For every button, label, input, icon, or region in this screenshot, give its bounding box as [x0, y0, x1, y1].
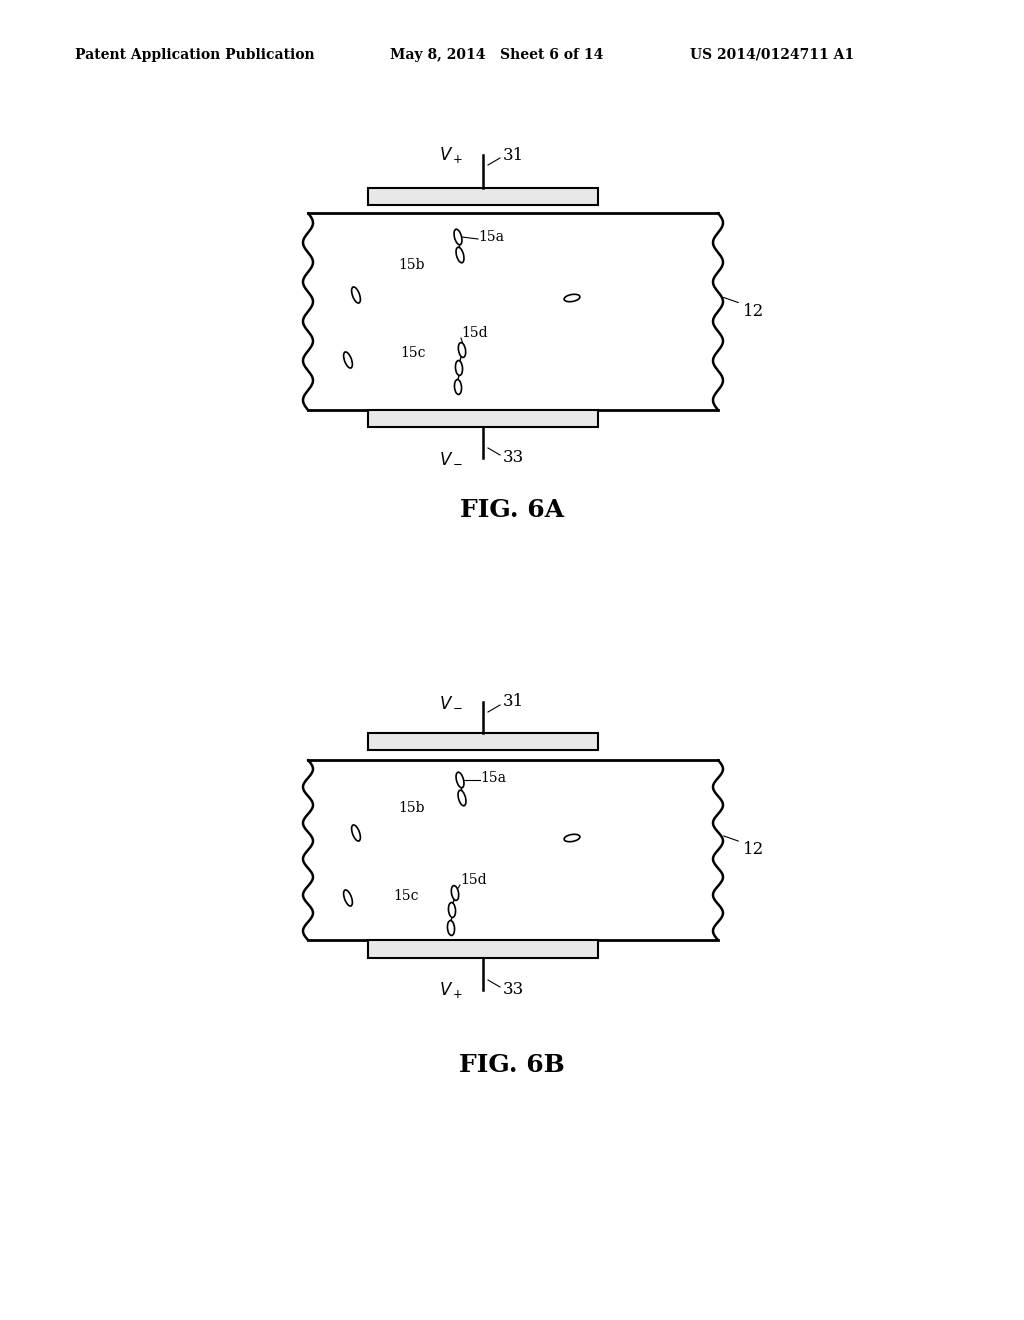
Text: 15d: 15d	[461, 326, 487, 341]
Ellipse shape	[344, 352, 352, 368]
Text: May 8, 2014   Sheet 6 of 14: May 8, 2014 Sheet 6 of 14	[390, 48, 603, 62]
Text: $V_+$: $V_+$	[439, 145, 463, 165]
Bar	[368, 940, 598, 958]
Ellipse shape	[564, 294, 580, 302]
Ellipse shape	[456, 247, 464, 263]
Text: 15b: 15b	[398, 801, 425, 814]
Ellipse shape	[447, 920, 455, 936]
Bar	[368, 411, 598, 426]
Ellipse shape	[351, 286, 360, 304]
Text: 15c: 15c	[393, 888, 419, 903]
Ellipse shape	[344, 890, 352, 906]
Text: 31: 31	[503, 147, 524, 164]
Text: FIG. 6A: FIG. 6A	[460, 498, 564, 521]
Text: 33: 33	[503, 982, 524, 998]
Ellipse shape	[452, 886, 459, 900]
Text: Patent Application Publication: Patent Application Publication	[75, 48, 314, 62]
Text: 12: 12	[743, 304, 764, 319]
Text: 15a: 15a	[480, 771, 506, 785]
Text: $V_-$: $V_-$	[439, 693, 463, 710]
Text: US 2014/0124711 A1: US 2014/0124711 A1	[690, 48, 854, 62]
Ellipse shape	[459, 343, 466, 358]
Ellipse shape	[454, 230, 462, 244]
Ellipse shape	[456, 772, 464, 788]
Text: 15a: 15a	[478, 230, 504, 244]
Text: 33: 33	[503, 450, 524, 466]
Ellipse shape	[564, 834, 580, 842]
Text: $V_+$: $V_+$	[439, 979, 463, 1001]
Bar	[368, 733, 598, 750]
Text: $V_-$: $V_-$	[439, 450, 463, 466]
Ellipse shape	[449, 903, 456, 917]
Bar	[368, 187, 598, 205]
Text: 12: 12	[743, 842, 764, 858]
Ellipse shape	[351, 825, 360, 841]
Text: FIG. 6B: FIG. 6B	[459, 1053, 565, 1077]
Ellipse shape	[458, 791, 466, 805]
Text: 15c: 15c	[400, 346, 426, 360]
Text: 31: 31	[503, 693, 524, 710]
Ellipse shape	[455, 380, 462, 395]
Text: 15d: 15d	[460, 873, 486, 887]
Text: 15b: 15b	[398, 257, 425, 272]
Ellipse shape	[456, 360, 463, 375]
